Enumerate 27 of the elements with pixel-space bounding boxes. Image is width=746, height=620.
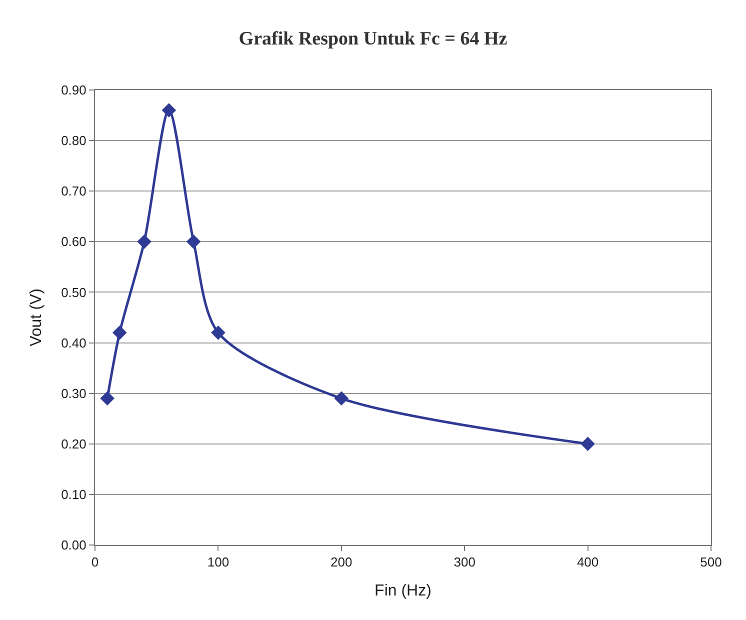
y-tick-label: 0.20 xyxy=(61,436,86,452)
point xyxy=(162,103,176,118)
chart-title: Grafik Respon Untuk Fc = 64 Hz xyxy=(238,28,508,50)
point xyxy=(186,234,201,249)
y-tick-label: 0.90 xyxy=(61,82,86,98)
y-tick-label: 0.10 xyxy=(61,486,86,502)
x-tick-label: 400 xyxy=(576,554,599,570)
y-tick-label: 0.70 xyxy=(61,184,86,199)
x-axis-title: Fin (Hz) xyxy=(374,582,432,600)
y-tick-label: 0.40 xyxy=(61,335,86,350)
point xyxy=(100,391,114,406)
x-tick-label: 300 xyxy=(454,554,476,570)
point xyxy=(334,391,349,406)
y-axis-title: Vout (V) xyxy=(28,288,45,346)
x-tick-label: 200 xyxy=(330,554,352,570)
y-tick-label: 0.00 xyxy=(61,538,86,553)
point xyxy=(580,436,595,452)
x-tick-label: 0 xyxy=(91,554,99,570)
point xyxy=(137,234,152,249)
y-tick-label: 0.30 xyxy=(61,386,86,401)
x-tick-label: 100 xyxy=(207,554,230,570)
point xyxy=(211,326,226,340)
y-tick-label: 0.80 xyxy=(61,133,86,148)
y-tick-label: 0.50 xyxy=(61,284,86,300)
point xyxy=(112,326,127,340)
x-tick-label: 500 xyxy=(700,554,722,570)
y-tick-label: 0.60 xyxy=(61,234,86,250)
